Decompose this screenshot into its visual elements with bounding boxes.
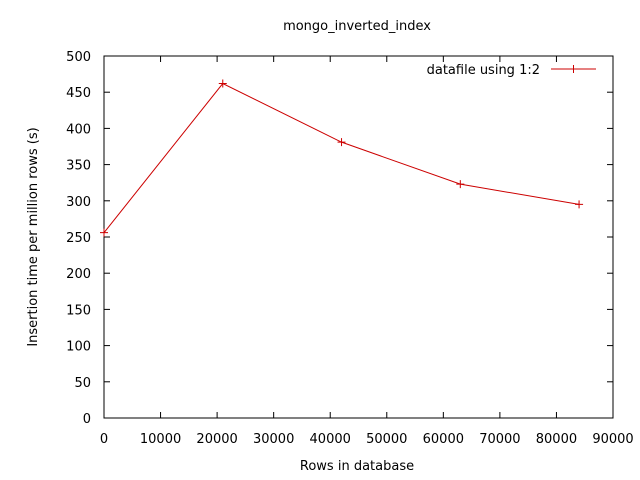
- x-tick-label: 30000: [253, 432, 294, 447]
- series-layer: [100, 79, 584, 237]
- chart-title: mongo_inverted_index: [283, 19, 431, 34]
- data-point: [575, 200, 584, 209]
- y-axis: 0 50 100 150 200 250 300 350 400 450 500: [66, 50, 613, 427]
- x-tick-label: 70000: [479, 432, 520, 447]
- legend-marker: [569, 65, 578, 73]
- x-tick-label: 80000: [536, 432, 577, 447]
- plot-border: [103, 55, 614, 419]
- x-tick-label: 40000: [310, 432, 351, 447]
- series-line: [103, 82, 580, 233]
- legend-swatch: [551, 65, 596, 73]
- y-tick-label: 50: [74, 376, 91, 391]
- x-tick-label: 20000: [196, 432, 237, 447]
- y-tick-label: 300: [66, 195, 91, 210]
- y-tick-label: 150: [66, 303, 91, 318]
- data-point: [456, 180, 465, 189]
- data-point: [337, 138, 346, 147]
- x-axis: 0 10000 20000 30000 40000 50000 60000 70000 8000…: [100, 56, 634, 447]
- y-tick-label: 200: [66, 267, 91, 282]
- x-tick-label: 90000: [592, 432, 633, 447]
- y-tick-label: 100: [66, 340, 91, 355]
- x-tick-label: 60000: [423, 432, 464, 447]
- plot-area: [103, 55, 614, 419]
- legend-label: datafile using 1:2: [427, 63, 540, 78]
- x-tick-label: 10000: [140, 432, 181, 447]
- x-tick-label: 0: [100, 432, 108, 447]
- x-tick-label: 50000: [366, 432, 407, 447]
- y-tick-label: 450: [66, 86, 91, 101]
- y-axis-label: Insertion time per million rows (s): [26, 127, 41, 346]
- y-tick-label: 250: [66, 231, 91, 246]
- y-tick-label: 400: [66, 122, 91, 137]
- y-tick-label: 0: [83, 412, 91, 427]
- y-tick-label: 350: [66, 159, 91, 174]
- x-axis-label: Rows in database: [300, 459, 414, 474]
- y-tick-label: 500: [66, 50, 91, 65]
- data-point: [100, 228, 108, 237]
- data-point: [218, 79, 227, 88]
- legend: datafile using 1:2: [427, 63, 596, 78]
